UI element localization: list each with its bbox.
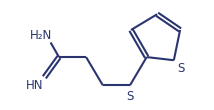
Text: S: S bbox=[126, 90, 134, 103]
Text: S: S bbox=[177, 62, 185, 75]
Text: H₂N: H₂N bbox=[30, 29, 52, 42]
Text: HN: HN bbox=[26, 79, 44, 92]
